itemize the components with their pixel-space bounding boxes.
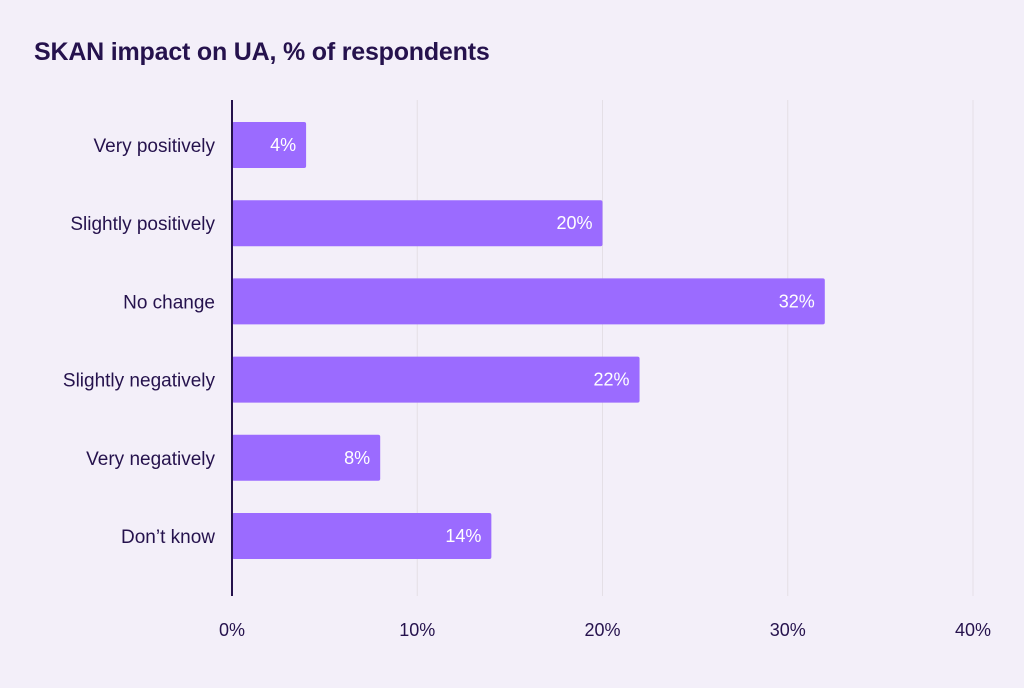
bar xyxy=(232,278,825,325)
value-label: 4% xyxy=(270,135,296,155)
chart-title: SKAN impact on UA, % of respondents xyxy=(34,38,490,66)
value-label: 22% xyxy=(594,370,630,390)
value-label: 8% xyxy=(344,448,370,468)
category-label: No change xyxy=(123,292,215,313)
x-tick-label: 20% xyxy=(584,620,620,640)
category-label: Don’t know xyxy=(121,527,215,548)
category-labels: Very positively Slightly positively No cha… xyxy=(63,136,216,548)
category-label: Slightly negatively xyxy=(63,371,216,392)
value-labels: 4% 20% 32% 22% 8% 14% xyxy=(270,135,815,546)
bars xyxy=(232,122,825,559)
bar xyxy=(232,122,307,168)
gridlines xyxy=(416,100,974,596)
x-tick-label: 10% xyxy=(399,620,435,640)
x-tick-labels: 0% 10% 20% 30% 40% xyxy=(219,620,991,640)
category-label: Slightly positively xyxy=(70,214,215,235)
bar xyxy=(232,513,492,559)
bar xyxy=(232,434,381,481)
category-label: Very positively xyxy=(94,136,216,157)
x-tick-label: 40% xyxy=(955,620,991,640)
value-label: 20% xyxy=(556,213,592,233)
value-label: 14% xyxy=(445,526,481,546)
x-tick-label: 0% xyxy=(219,620,245,640)
bar xyxy=(232,356,640,403)
category-label: Very negatively xyxy=(86,449,215,470)
value-label: 32% xyxy=(779,291,815,311)
bar xyxy=(232,200,603,247)
x-tick-label: 30% xyxy=(770,620,806,640)
